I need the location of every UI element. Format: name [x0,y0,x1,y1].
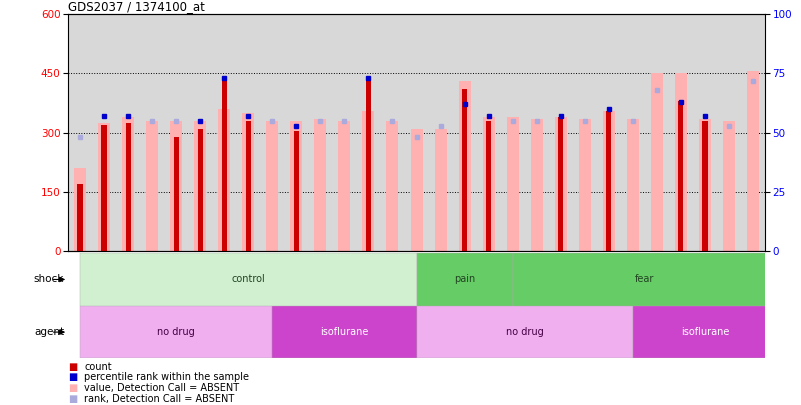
Bar [530,119,542,251]
Bar [366,77,371,251]
Bar [80,306,272,358]
Bar [417,306,633,358]
Bar [68,14,92,251]
Text: count: count [84,362,111,371]
Bar [702,121,707,251]
Bar [410,129,423,251]
Bar [606,111,611,251]
Text: ■: ■ [68,384,78,393]
Bar [678,101,683,251]
Bar [116,14,140,251]
Bar [486,121,491,251]
Bar [74,168,87,251]
Bar [284,14,308,251]
Bar [218,109,231,251]
Bar [198,129,203,251]
Bar [434,129,447,251]
Bar [650,73,663,251]
Bar [573,14,597,251]
Text: isoflurane: isoflurane [681,327,729,337]
Bar [314,119,327,251]
Bar [698,119,711,251]
Bar [429,14,453,251]
Text: value, Detection Call = ABSENT: value, Detection Call = ABSENT [84,384,239,393]
Bar [462,89,467,251]
Text: control: control [231,275,265,284]
Bar [525,14,549,251]
Bar [140,14,164,251]
Bar [597,14,621,251]
Text: ■: ■ [68,394,78,404]
Bar [578,119,590,251]
Bar [513,253,777,306]
Bar [558,117,563,251]
Bar [501,14,525,251]
Text: agent: agent [34,327,64,337]
Bar [332,14,356,251]
Text: GDS2037 / 1374100_at: GDS2037 / 1374100_at [68,0,205,13]
Bar [339,121,351,251]
Bar [92,14,116,251]
Bar [458,81,471,251]
Text: shock: shock [34,275,64,284]
Bar [621,14,645,251]
Bar [693,14,717,251]
Bar [626,119,638,251]
Bar [387,121,399,251]
Bar [174,136,179,251]
Text: ■: ■ [68,373,78,382]
Bar [236,14,260,251]
Bar [717,14,741,251]
Bar [506,117,519,251]
Bar [482,117,494,251]
Bar [212,14,236,251]
Bar [362,111,374,251]
Bar [246,121,251,251]
Bar [272,306,417,358]
Text: percentile rank within the sample: percentile rank within the sample [84,373,249,382]
Bar [669,14,693,251]
Text: pain: pain [454,275,475,284]
Bar [747,71,759,251]
Bar [188,14,212,251]
Bar [146,121,158,251]
Bar [98,123,111,251]
Text: no drug: no drug [505,327,544,337]
Bar [477,14,501,251]
Bar [633,306,777,358]
Bar [549,14,573,251]
Bar [78,184,83,251]
Bar [122,117,134,251]
Bar [645,14,669,251]
Bar [291,121,303,251]
Bar [102,125,107,251]
Bar [171,121,182,251]
Bar [554,117,567,251]
Bar [602,111,615,251]
Bar [453,14,477,251]
Bar [723,121,735,251]
Text: fear: fear [635,275,654,284]
Bar [405,14,429,251]
Bar [356,14,380,251]
Bar [164,14,188,251]
Bar [294,131,299,251]
Text: isoflurane: isoflurane [320,327,368,337]
Bar [222,77,227,251]
Bar [417,253,513,306]
Bar [195,121,207,251]
Bar [674,73,686,251]
Bar [242,113,255,251]
Bar [266,121,279,251]
Text: rank, Detection Call = ABSENT: rank, Detection Call = ABSENT [84,394,235,404]
Text: ■: ■ [68,362,78,371]
Bar [308,14,332,251]
Bar [126,123,131,251]
Bar [380,14,405,251]
Bar [80,253,417,306]
Bar [741,14,765,251]
Text: no drug: no drug [157,327,195,337]
Bar [260,14,284,251]
